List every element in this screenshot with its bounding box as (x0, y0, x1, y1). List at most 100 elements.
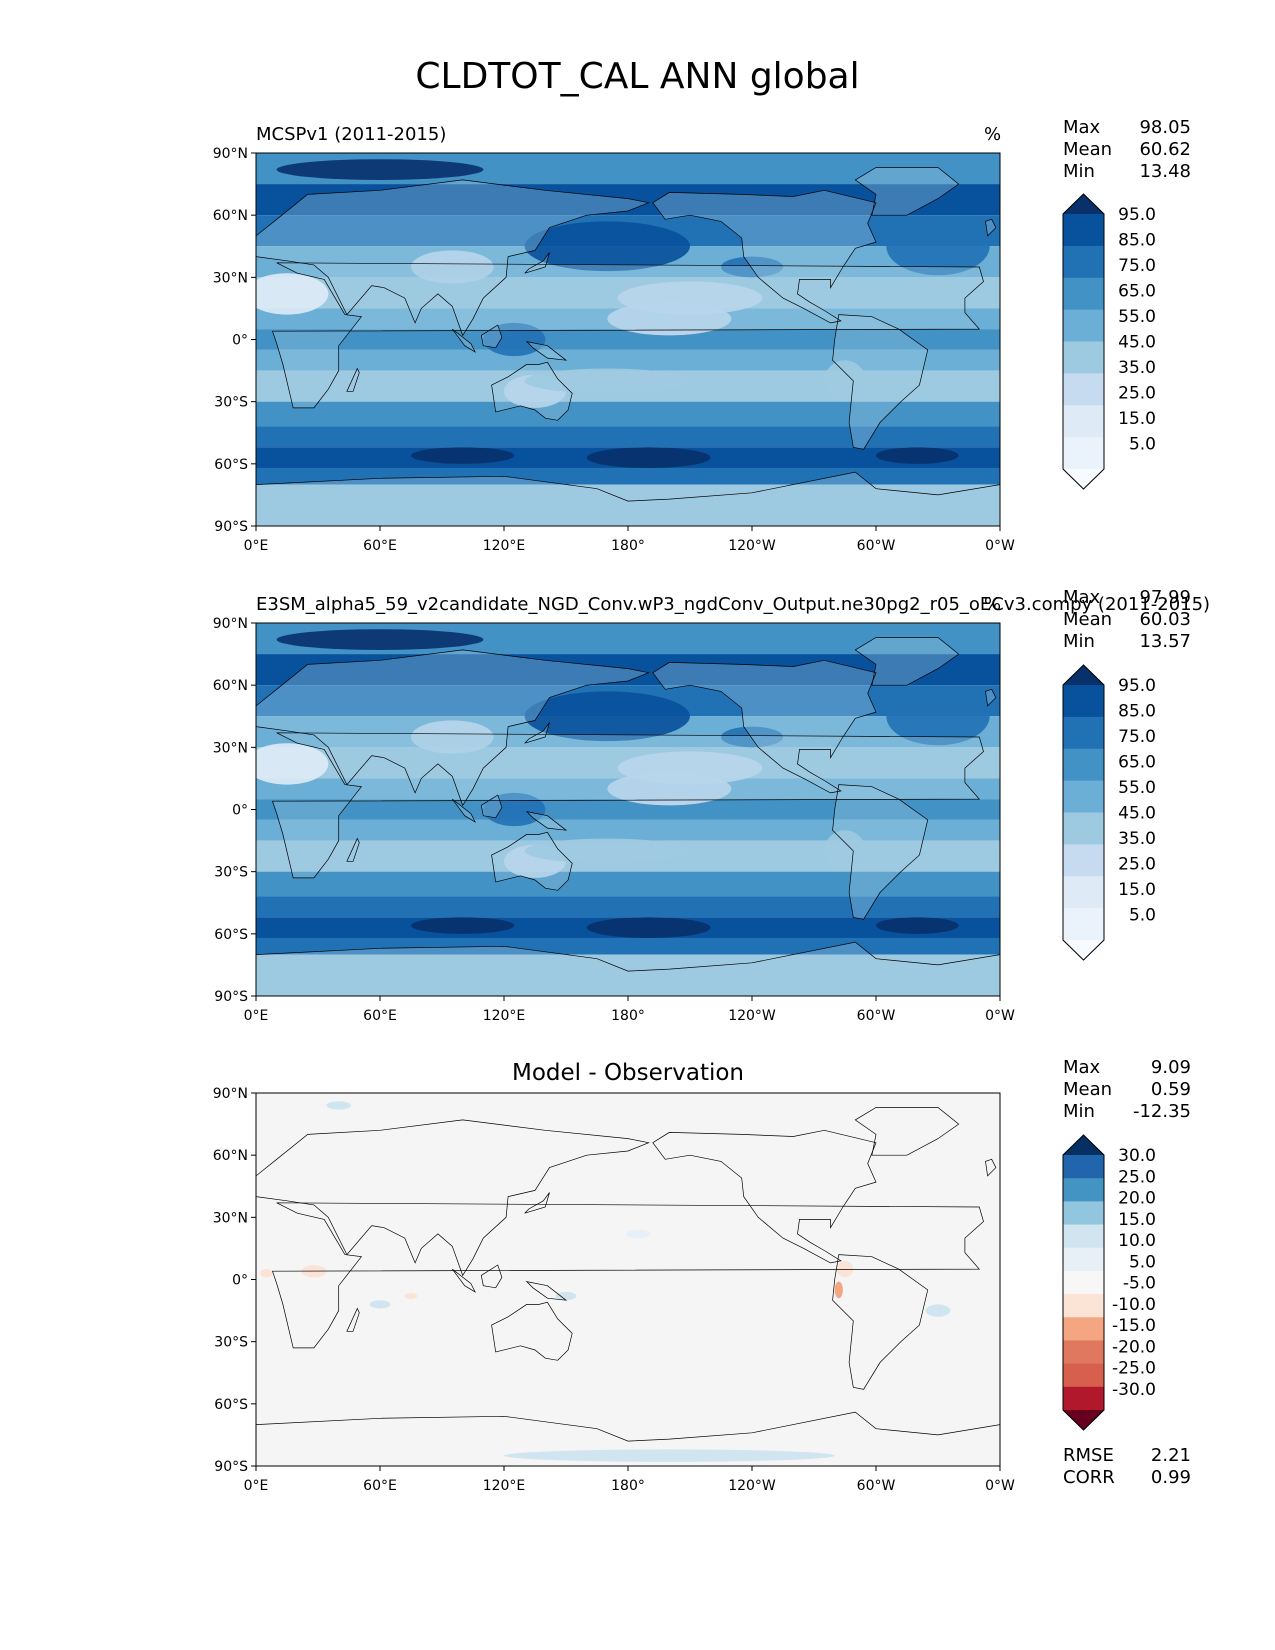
colorbar-label: 25.0 (1118, 384, 1156, 404)
y-tick-label: 90°S (214, 519, 248, 535)
y-tick-label: 0° (232, 333, 248, 349)
stat-label: Mean (1063, 609, 1113, 630)
colorbar-label: 35.0 (1118, 358, 1156, 378)
contour-band (256, 184, 1000, 216)
colorbar-extend-top (1063, 665, 1104, 685)
x-tick-label: 60°E (363, 1478, 397, 1494)
coastline (832, 784, 929, 920)
colorbar-label: 25.0 (1118, 855, 1156, 875)
coastline (452, 328, 476, 353)
coastline (256, 1411, 1000, 1466)
panel-2-units: % (984, 594, 1002, 615)
colorbar-extend-bottom (1063, 940, 1104, 960)
colorbar-segment (1063, 1294, 1104, 1318)
contour-patch (876, 917, 959, 934)
colorbar-segment (1063, 341, 1104, 374)
contour-patch (886, 687, 990, 746)
contour-band (256, 954, 1000, 996)
difference-patch (404, 1292, 418, 1300)
stat-value: 60.62 (1139, 139, 1191, 160)
land-tint (346, 368, 360, 392)
coastline (525, 1281, 568, 1301)
colorbar-segment (1063, 277, 1104, 311)
x-tick-label: 0°E (244, 1008, 269, 1024)
stat-label: Mean (1063, 139, 1113, 160)
colorbar-label: 10.0 (1118, 1231, 1156, 1251)
contour-patch (411, 917, 515, 934)
x-tick-label: 180° (611, 1478, 645, 1494)
colorbar-label: 25.0 (1118, 1167, 1156, 1187)
colorbar-label: -10.0 (1112, 1295, 1156, 1315)
colorbar-segment (1063, 214, 1104, 247)
colorbar-segment (1063, 309, 1104, 342)
y-tick-label: 30°S (214, 865, 248, 881)
coastline (832, 1254, 929, 1390)
contour-band (256, 819, 1000, 841)
y-tick-label: 0° (232, 1273, 248, 1289)
coastline (272, 262, 984, 409)
coastline (452, 1268, 476, 1293)
colorbar-segment (1063, 1340, 1104, 1365)
contour-patch (276, 159, 484, 180)
colorbar-label: 15.0 (1118, 880, 1156, 900)
x-tick-label: 0°E (244, 1478, 269, 1494)
coastline (491, 1301, 573, 1361)
difference-patch (925, 1304, 951, 1317)
coastline (524, 722, 550, 744)
colorbar-segment (1063, 685, 1104, 718)
contour-patch (483, 322, 546, 357)
difference-patch (326, 1101, 352, 1110)
contour-patch (411, 250, 494, 284)
figure-title: CLDTOT_CAL ANN global (415, 56, 860, 97)
map-field-1 (256, 623, 1000, 996)
coastline (652, 659, 877, 794)
coastline (272, 732, 984, 879)
y-tick-label: 60°N (213, 1148, 248, 1164)
colorbar-segment (1063, 1247, 1104, 1272)
x-tick-label: 180° (611, 1008, 645, 1024)
coastline (480, 324, 503, 349)
stat-label: Max (1063, 117, 1101, 138)
contour-band (256, 349, 1000, 371)
y-tick-label: 90°S (214, 989, 248, 1005)
colorbar-label: 75.0 (1118, 256, 1156, 276)
colorbar-label: 5.0 (1129, 906, 1156, 926)
y-tick-label: 60°N (213, 208, 248, 224)
land-tint (346, 838, 360, 862)
stat-value: 60.03 (1139, 609, 1191, 630)
contour-band (256, 871, 1000, 897)
stat-value: -12.35 (1132, 1101, 1191, 1122)
colorbar-label: -15.0 (1112, 1316, 1156, 1336)
coastline (525, 341, 568, 361)
y-tick-label: 60°S (214, 457, 248, 473)
coastline (854, 637, 960, 686)
colorbar-segment (1063, 1363, 1104, 1388)
stat-label: Max (1063, 1057, 1101, 1078)
stat-value: 97.99 (1139, 587, 1191, 608)
colorbar-label: 95.0 (1118, 676, 1156, 696)
stat-label: Max (1063, 587, 1101, 608)
coastline (525, 811, 568, 831)
contour-band (256, 426, 1000, 448)
stat-value: 0.59 (1150, 1079, 1191, 1100)
colorbar-segment (1063, 876, 1104, 909)
x-tick-label: 180° (611, 538, 645, 554)
y-tick-label: 60°S (214, 927, 248, 943)
x-tick-label: 60°W (857, 1478, 896, 1494)
difference-patch (625, 1229, 651, 1239)
stat-value: 9.09 (1150, 1057, 1191, 1078)
land-tint (652, 660, 876, 793)
colorbar-label: -25.0 (1112, 1359, 1156, 1379)
stat-value: 98.05 (1139, 117, 1191, 138)
x-tick-label: 120°W (728, 1478, 776, 1494)
colorbar-extend-top (1063, 194, 1104, 214)
contour-patch (256, 743, 329, 785)
coastline (256, 1119, 650, 1277)
coastline (346, 367, 360, 392)
x-tick-label: 0°W (985, 1008, 1015, 1024)
colorbar-segment (1063, 373, 1104, 406)
coastline (985, 218, 997, 237)
colorbar-label: 45.0 (1118, 333, 1156, 353)
colorbar-segment (1063, 405, 1104, 438)
